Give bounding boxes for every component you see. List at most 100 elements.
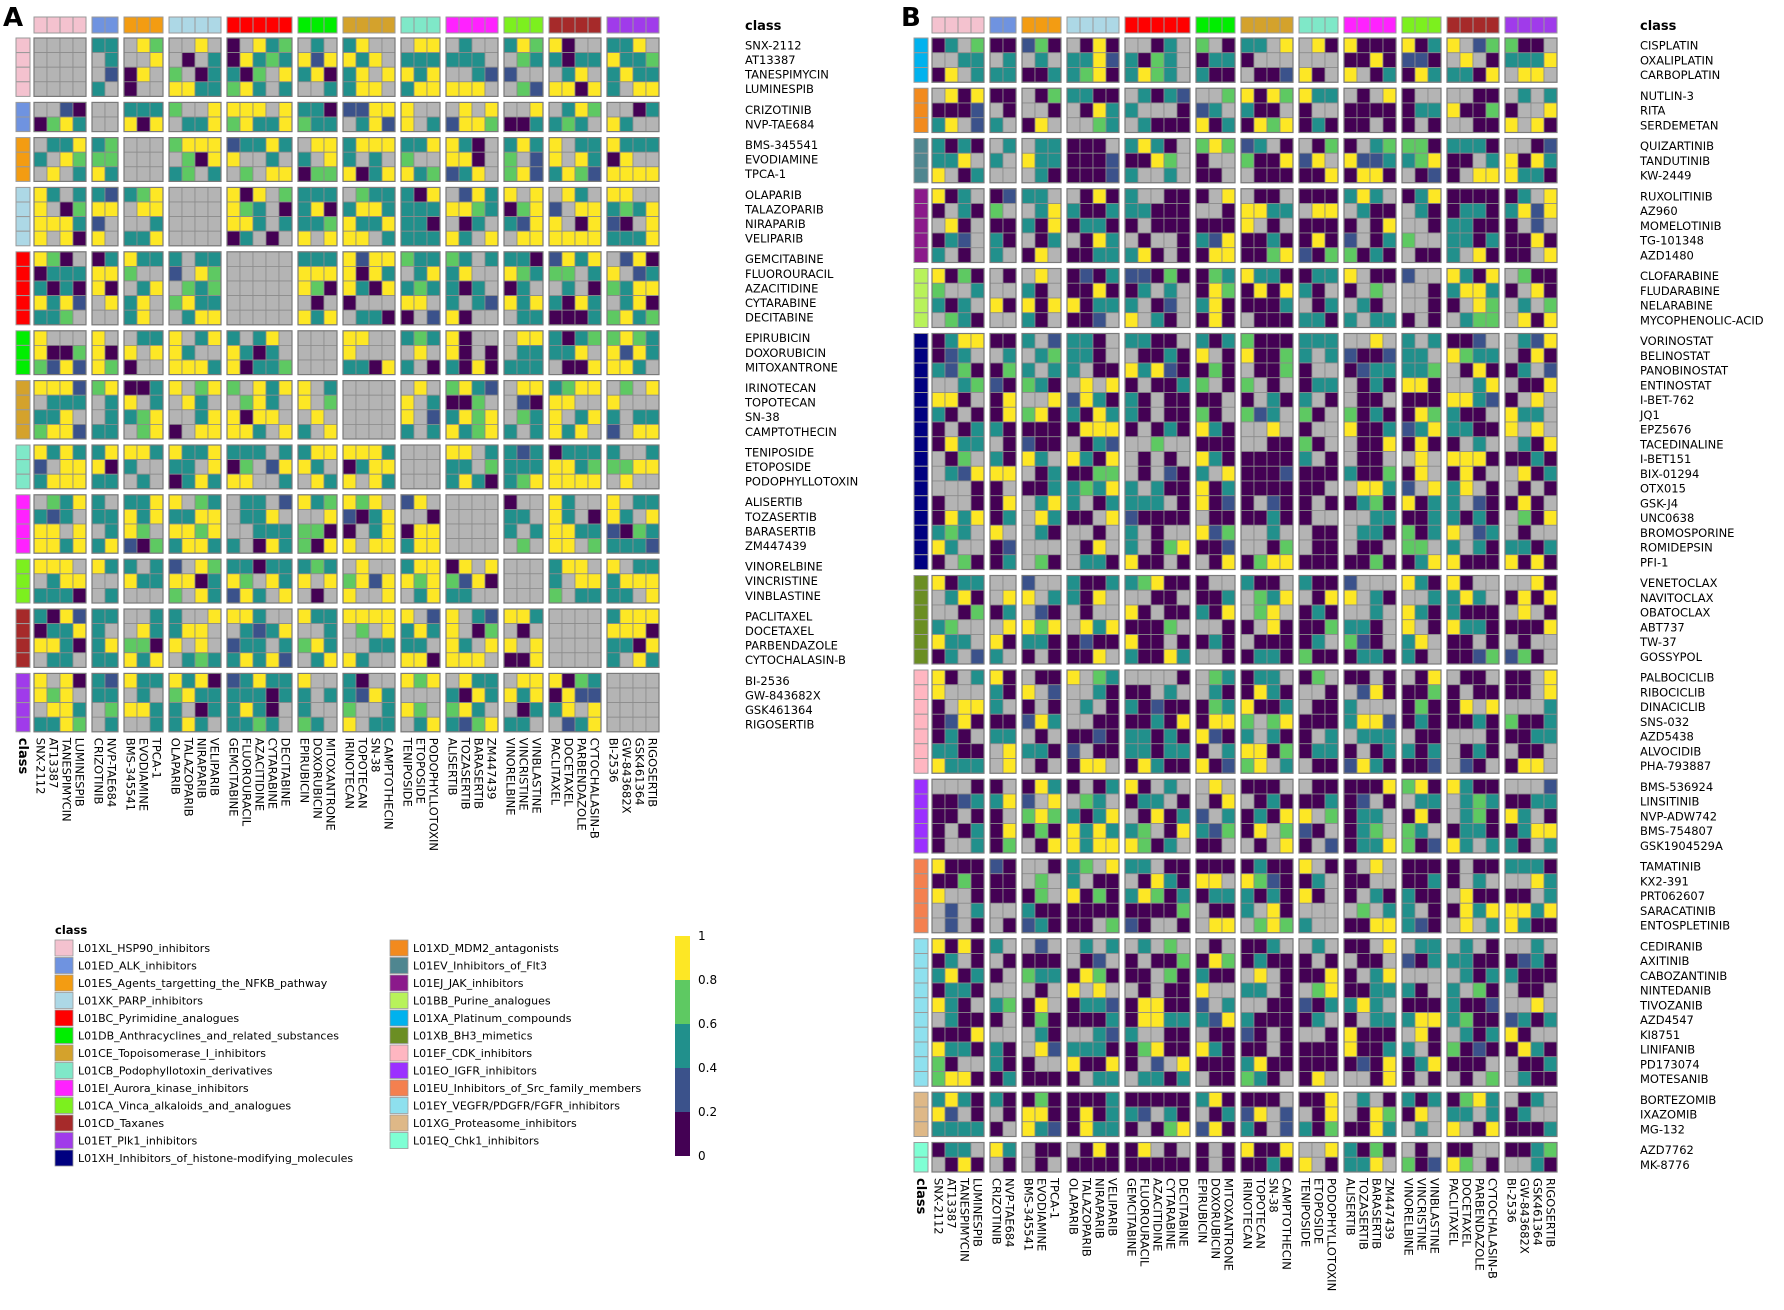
heatmap-cell [1176, 575, 1191, 591]
heatmap-cell [207, 37, 222, 54]
heatmap-cell [1472, 1041, 1487, 1058]
heatmap-cell [46, 344, 61, 361]
heatmap-cell [59, 251, 74, 267]
heatmap-cell [33, 344, 48, 361]
row-label: AZACITIDINE [745, 281, 818, 295]
heatmap-cell [278, 116, 293, 133]
heatmap-cell [1221, 554, 1236, 570]
heatmap-cell [645, 66, 660, 83]
heatmap-cell [1369, 728, 1384, 745]
heatmap-cell [104, 409, 119, 425]
heatmap-cell [1298, 312, 1313, 328]
heatmap-cell [1427, 282, 1442, 299]
heatmap-cell [957, 888, 972, 904]
heatmap-cell [226, 637, 241, 654]
heatmap-cell [957, 377, 972, 393]
heatmap-cell [1324, 575, 1339, 591]
heatmap-cell [1517, 758, 1532, 774]
heatmap-cell [355, 508, 370, 525]
heatmap-cell [1459, 778, 1474, 795]
heatmap-cell [265, 687, 280, 704]
heatmap-cell [426, 280, 441, 297]
heatmap-cell [445, 637, 460, 654]
heatmap-cell [1150, 1041, 1165, 1058]
heatmap-cell [1485, 648, 1500, 665]
heatmap-cell [957, 1041, 972, 1058]
heatmap-cell [1163, 188, 1178, 204]
column-class-swatch [645, 16, 660, 34]
heatmap-cell [484, 201, 499, 218]
heatmap-cell [310, 309, 325, 326]
heatmap-cell [400, 508, 415, 525]
heatmap-cell [574, 687, 589, 704]
heatmap-cell [1504, 37, 1519, 54]
heatmap-cell [1221, 758, 1236, 774]
heatmap-cell [194, 623, 209, 639]
heatmap-cell [1079, 362, 1094, 379]
heatmap-cell [181, 81, 196, 97]
heatmap-cell [944, 1056, 959, 1072]
heatmap-cell [1401, 604, 1416, 621]
heatmap-cell [123, 81, 138, 97]
heatmap-cell [1150, 52, 1165, 68]
heatmap-cell [931, 392, 946, 408]
heatmap-cell [381, 523, 396, 540]
heatmap-cell [1504, 539, 1519, 556]
heatmap-cell [931, 451, 946, 467]
heatmap-cell [1221, 67, 1236, 83]
heatmap-cell [529, 494, 544, 510]
heatmap-cell [1517, 312, 1532, 328]
heatmap-cell [368, 137, 383, 153]
heatmap-cell [1427, 778, 1442, 795]
heatmap-cell [957, 953, 972, 969]
heatmap-cell [265, 409, 280, 425]
heatmap-cell [194, 151, 209, 168]
heatmap-cell [1034, 333, 1049, 349]
heatmap-cell [1382, 421, 1397, 438]
heatmap-cell [1240, 102, 1255, 119]
heatmap-cell [1427, 917, 1442, 934]
heatmap-cell [413, 608, 428, 625]
heatmap-cell [1356, 858, 1371, 875]
heatmap-cell [1105, 167, 1120, 184]
heatmap-cell [957, 634, 972, 650]
heatmap-cell [1034, 1012, 1049, 1028]
heatmap-cell [33, 716, 48, 733]
heatmap-cell [59, 359, 74, 376]
row-class-swatch [913, 297, 929, 314]
heatmap-cell [1021, 858, 1036, 875]
heatmap-cell [458, 230, 473, 247]
heatmap-cell [1530, 858, 1545, 875]
heatmap-cell [606, 251, 621, 267]
heatmap-cell [1401, 967, 1416, 984]
heatmap-cell [136, 573, 151, 589]
heatmap-cell [1446, 102, 1461, 119]
heatmap-cell [1266, 648, 1281, 665]
heatmap-cell [1047, 917, 1062, 934]
heatmap-cell [265, 508, 280, 525]
heatmap-cell [1369, 510, 1384, 526]
heatmap-cell [1195, 495, 1210, 511]
heatmap-cell [1543, 188, 1558, 204]
heatmap-cell [458, 330, 473, 346]
heatmap-cell [1253, 333, 1268, 349]
heatmap-cell [1066, 392, 1081, 408]
heatmap-cell [1530, 232, 1545, 249]
heatmap-cell [619, 265, 634, 282]
heatmap-cell [1047, 377, 1062, 393]
heatmap-cell [1343, 938, 1358, 954]
heatmap-cell [1034, 837, 1049, 854]
heatmap-cell [413, 687, 428, 704]
heatmap-cell [59, 280, 74, 297]
heatmap-cell [1446, 52, 1461, 68]
heatmap-cell [1124, 953, 1139, 969]
heatmap-cell [931, 480, 946, 497]
heatmap-cell [1382, 52, 1397, 68]
heatmap-cell [970, 362, 985, 379]
heatmap-cell [1472, 465, 1487, 482]
heatmap-cell [1311, 823, 1326, 839]
heatmap-cell [1311, 743, 1326, 759]
heatmap-cell [355, 137, 370, 153]
heatmap-cell [265, 716, 280, 733]
heatmap-cell [1079, 808, 1094, 824]
